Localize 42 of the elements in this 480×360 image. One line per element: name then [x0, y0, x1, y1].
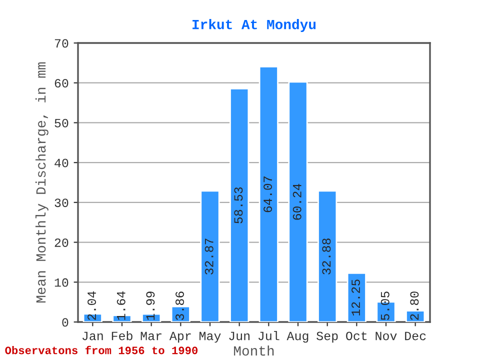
bar	[258, 66, 278, 322]
bar	[288, 81, 308, 322]
data-label: 32.88	[322, 238, 331, 274]
data-label: 64.07	[264, 176, 272, 212]
y-tick-label: 40	[54, 158, 68, 168]
x-tick-label: Apr	[169, 332, 191, 343]
y-tick-label: 30	[54, 198, 68, 208]
y-tick-label: 50	[54, 118, 68, 128]
chart-title: Irkut At Mondyu	[192, 19, 316, 32]
bar	[318, 190, 338, 322]
x-tick-label: Nov	[376, 332, 397, 340]
y-axis-title: Mean Monthly Discharge, in mm	[35, 62, 48, 302]
x-tick-label: Mar	[140, 332, 162, 340]
bar	[230, 88, 250, 322]
data-label: 2.04	[88, 291, 96, 320]
x-tick-label: Feb	[112, 331, 132, 340]
y-tick-label: 70	[54, 39, 68, 48]
x-tick-label: Oct	[346, 332, 367, 340]
data-label: 3.86	[176, 292, 184, 320]
bar	[200, 190, 220, 322]
data-label: 32.87	[204, 238, 214, 274]
y-tick-label: 20	[54, 238, 68, 247]
bar	[346, 272, 366, 322]
x-tick-label: Jun	[229, 332, 250, 340]
data-label: 58.53	[234, 187, 243, 224]
x-tick-label: Sep	[316, 332, 338, 343]
y-tick-label: 60	[54, 79, 68, 88]
x-tick-label: Aug	[286, 332, 308, 343]
x-tick-label: May	[200, 332, 221, 343]
data-label: 1.64	[116, 291, 126, 320]
data-label: 60.24	[292, 184, 302, 220]
data-label: 12.25	[352, 280, 360, 316]
x-tick-label: Jan	[82, 332, 103, 340]
y-tick-label: 10	[54, 278, 68, 287]
text: Observatons from 1956 to 1990	[5, 346, 198, 354]
x-axis-title: Month	[234, 345, 274, 356]
x-tick-label: Jul	[258, 331, 280, 340]
data-label: 2.80	[410, 292, 419, 320]
y-tick-label: 0	[62, 318, 68, 327]
data-label: 5.05	[380, 292, 390, 320]
x-tick-label: Dec	[405, 332, 426, 340]
data-label: 1.99	[146, 292, 155, 320]
